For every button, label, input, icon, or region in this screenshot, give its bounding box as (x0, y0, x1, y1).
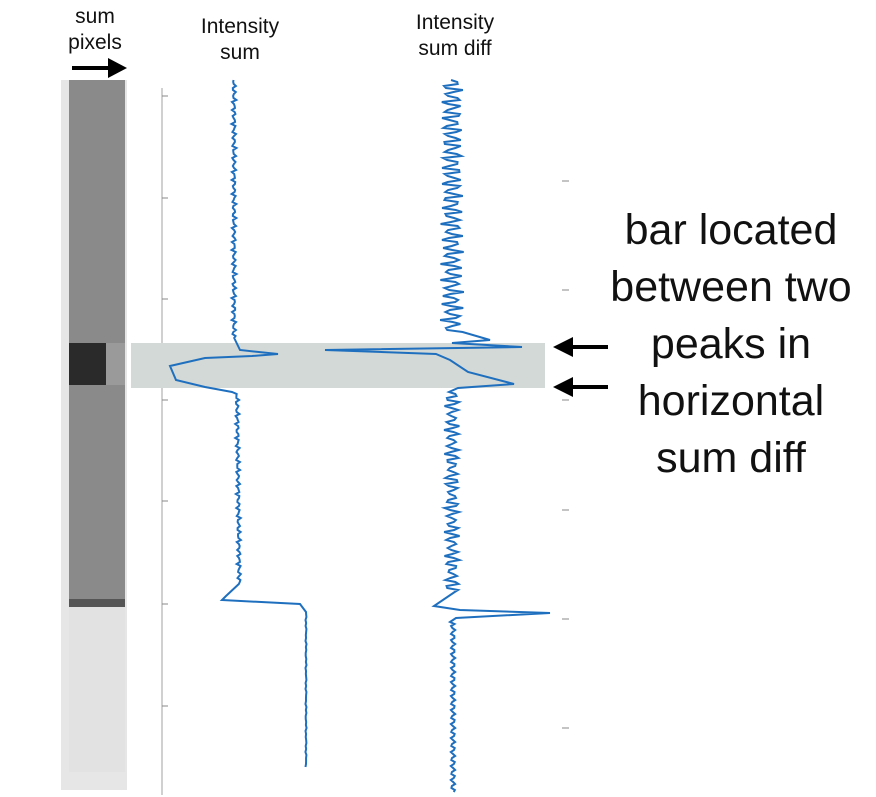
strip-lower (69, 605, 125, 772)
intensity-diff-label: Intensity sum diff (390, 10, 520, 62)
intensity-diff-line1: Intensity (415, 11, 495, 34)
annotation-line4: horizontal (637, 377, 825, 425)
annotation-line2: between two (610, 263, 852, 311)
left-arrow-icon (553, 337, 608, 357)
annotation-line1: bar located (624, 206, 838, 254)
intensity-sum-line1: Intensity (200, 15, 280, 38)
dark-bar-edge (106, 343, 125, 385)
right-ticks (562, 180, 569, 729)
intensity-diff-line2: sum diff (418, 37, 492, 60)
sum-pixels-line1: sum (75, 5, 115, 28)
annotation-line5: sum diff (656, 434, 806, 482)
right-arrow-icon (72, 58, 127, 78)
annotation-text: bar located between two peaks in horizon… (586, 202, 876, 487)
left-arrow-icon (553, 377, 608, 397)
intensity-sum-curve (168, 79, 308, 768)
intensity-sum-label: Intensity sum (180, 14, 300, 66)
sum-pixels-line2: pixels (68, 31, 122, 54)
axis-ticks (162, 95, 168, 707)
intensity-sum-line2: sum (220, 41, 260, 64)
annotation-line3: peaks in (650, 320, 812, 368)
sum-pixels-label: sum pixels (55, 4, 135, 56)
intensity-sum-diff-curve (324, 79, 551, 793)
strip-edge (69, 599, 125, 607)
pixel-strip (61, 80, 127, 790)
strip-upper (69, 80, 125, 605)
